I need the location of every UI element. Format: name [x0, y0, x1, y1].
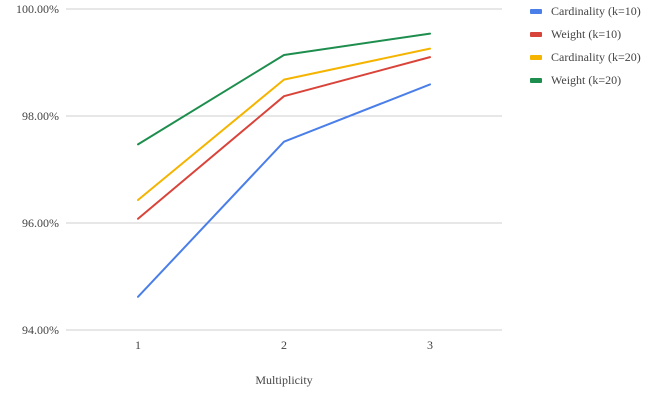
- legend-label: Weight (k=20): [551, 73, 621, 87]
- legend-swatch: [530, 9, 542, 14]
- legend-item[interactable]: Weight (k=10): [530, 27, 621, 41]
- x-axis-label: Multiplicity: [255, 373, 312, 387]
- y-axis-ticks: 94.00% 96.00% 98.00% 100.00%: [16, 2, 59, 337]
- x-tick-label: 1: [135, 338, 141, 352]
- series-lines: [137, 32, 431, 298]
- gridlines: [66, 8, 502, 331]
- series-line: [137, 47, 431, 201]
- legend-swatch: [530, 32, 542, 37]
- series-line: [137, 32, 431, 146]
- legend-item[interactable]: Weight (k=20): [530, 73, 621, 87]
- x-tick-label: 3: [427, 338, 433, 352]
- legend-label: Cardinality (k=10): [551, 4, 641, 18]
- x-axis-ticks: 1 2 3: [135, 338, 433, 352]
- legend-item[interactable]: Cardinality (k=20): [530, 50, 641, 64]
- legend-label: Weight (k=10): [551, 27, 621, 41]
- y-tick-label: 98.00%: [22, 109, 59, 123]
- y-tick-label: 100.00%: [16, 2, 59, 16]
- legend-item[interactable]: Cardinality (k=10): [530, 4, 641, 18]
- legend[interactable]: Cardinality (k=10) Weight (k=10) Cardinali…: [530, 4, 641, 87]
- legend-label: Cardinality (k=20): [551, 50, 641, 64]
- legend-swatch: [530, 55, 542, 60]
- y-tick-label: 94.00%: [22, 323, 59, 337]
- x-tick-label: 2: [281, 338, 287, 352]
- series-line: [137, 56, 431, 220]
- series-line: [137, 83, 431, 298]
- legend-swatch: [530, 78, 542, 83]
- y-tick-label: 96.00%: [22, 216, 59, 230]
